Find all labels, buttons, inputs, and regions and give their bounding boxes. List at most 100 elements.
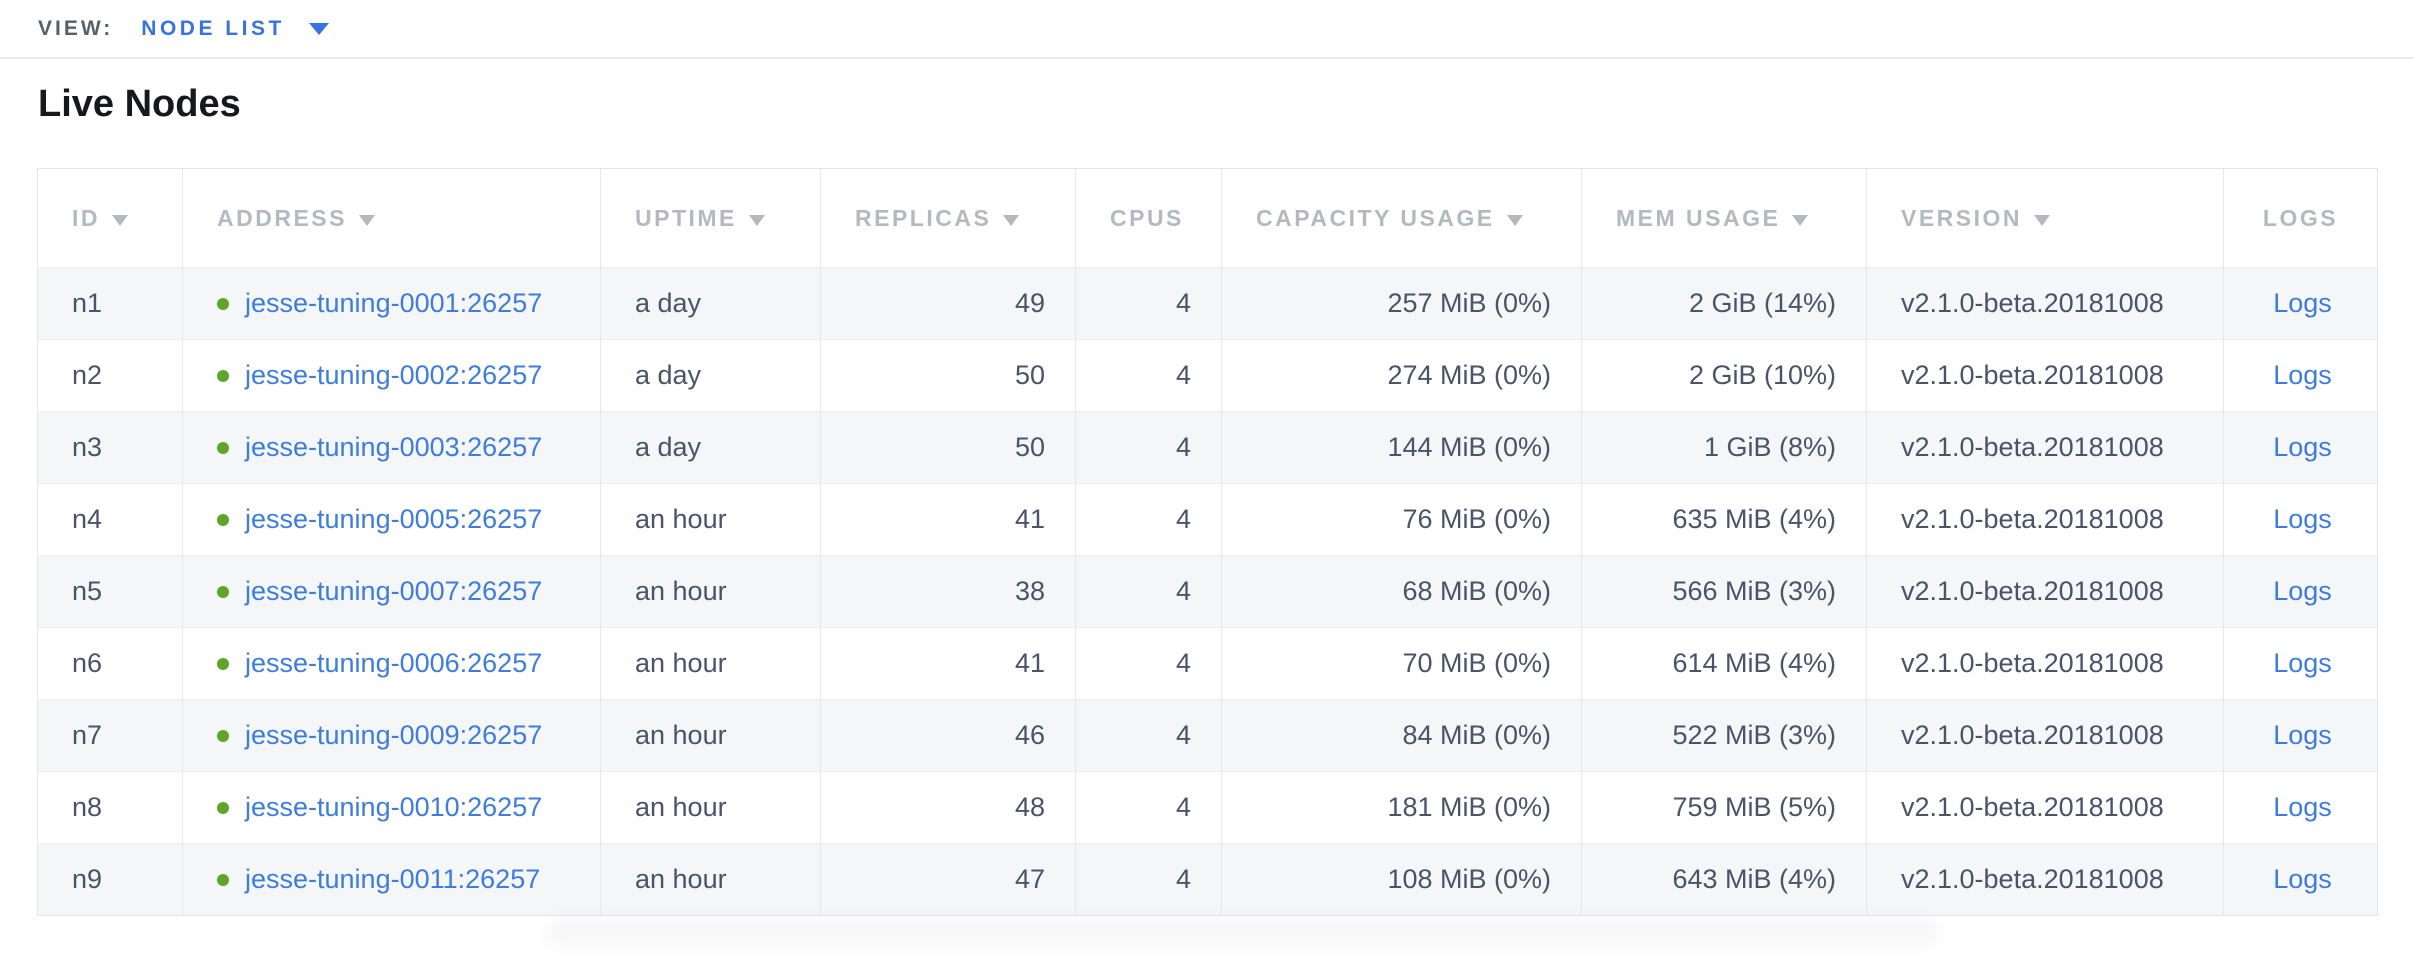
cell-id: n9 [38, 844, 183, 916]
cell-uptime: an hour [601, 844, 821, 916]
logs-link[interactable]: Logs [2273, 504, 2332, 534]
live-nodes-table: ID ADDRESS UPTIME REPLICAS CPUS CAPACITY USAG… [37, 168, 2378, 916]
cell-mem: 635 MiB (4%) [1582, 484, 1867, 556]
address-link[interactable]: jesse-tuning-0005:26257 [245, 504, 542, 534]
cell-cpus: 4 [1076, 700, 1222, 772]
cell-cpus: 4 [1076, 772, 1222, 844]
cell-id: n2 [38, 340, 183, 412]
logs-link[interactable]: Logs [2273, 432, 2332, 462]
column-header-uptime[interactable]: UPTIME [601, 169, 821, 268]
cell-id: n1 [38, 268, 183, 340]
logs-link[interactable]: Logs [2273, 648, 2332, 678]
column-header-version[interactable]: VERSION [1867, 169, 2224, 268]
address-link[interactable]: jesse-tuning-0007:26257 [245, 576, 542, 606]
column-header-label: VERSION [1901, 205, 2022, 231]
cell-cpus: 4 [1076, 484, 1222, 556]
cell-version: v2.1.0-beta.20181008 [1867, 412, 2224, 484]
sort-arrow-icon [749, 215, 765, 226]
column-header-capacity[interactable]: CAPACITY USAGE [1222, 169, 1582, 268]
logs-link[interactable]: Logs [2273, 792, 2332, 822]
cell-replicas: 50 [821, 340, 1076, 412]
table-row: n5jesse-tuning-0007:26257an hour38468 Mi… [38, 556, 2378, 628]
node-live-status-icon [217, 658, 229, 670]
cell-replicas: 47 [821, 844, 1076, 916]
cell-cpus: 4 [1076, 268, 1222, 340]
logs-link[interactable]: Logs [2273, 720, 2332, 750]
cell-logs: Logs [2224, 268, 2378, 340]
column-header-label: ADDRESS [217, 205, 347, 231]
cell-logs: Logs [2224, 484, 2378, 556]
cell-mem: 2 GiB (14%) [1582, 268, 1867, 340]
table-row: n8jesse-tuning-0010:26257an hour484181 M… [38, 772, 2378, 844]
cell-uptime: an hour [601, 556, 821, 628]
cell-logs: Logs [2224, 412, 2378, 484]
cell-version: v2.1.0-beta.20181008 [1867, 340, 2224, 412]
address-link[interactable]: jesse-tuning-0001:26257 [245, 288, 542, 318]
sort-arrow-icon [359, 215, 375, 226]
address-link[interactable]: jesse-tuning-0009:26257 [245, 720, 542, 750]
cell-capacity: 68 MiB (0%) [1222, 556, 1582, 628]
logs-link[interactable]: Logs [2273, 360, 2332, 390]
cell-cpus: 4 [1076, 844, 1222, 916]
logs-link[interactable]: Logs [2273, 576, 2332, 606]
cell-capacity: 257 MiB (0%) [1222, 268, 1582, 340]
address-link[interactable]: jesse-tuning-0002:26257 [245, 360, 542, 390]
table-header-row: ID ADDRESS UPTIME REPLICAS CPUS CAPACITY USAG… [38, 169, 2378, 268]
view-bar: VIEW: NODE LIST [0, 0, 2414, 59]
cell-replicas: 41 [821, 628, 1076, 700]
column-header-label: REPLICAS [855, 205, 991, 231]
scroll-shadow [545, 920, 1940, 954]
cell-version: v2.1.0-beta.20181008 [1867, 628, 2224, 700]
cell-uptime: a day [601, 268, 821, 340]
page-title: Live Nodes [0, 59, 2414, 127]
cell-logs: Logs [2224, 700, 2378, 772]
table-row: n2jesse-tuning-0002:26257a day504274 MiB… [38, 340, 2378, 412]
cell-version: v2.1.0-beta.20181008 [1867, 700, 2224, 772]
column-header-replicas[interactable]: REPLICAS [821, 169, 1076, 268]
cell-id: n3 [38, 412, 183, 484]
column-header-label: CPUS [1110, 205, 1184, 231]
logs-link[interactable]: Logs [2273, 288, 2332, 318]
cell-logs: Logs [2224, 772, 2378, 844]
view-label: VIEW: [38, 17, 113, 41]
column-header-label: LOGS [2263, 205, 2338, 231]
cell-replicas: 38 [821, 556, 1076, 628]
address-link[interactable]: jesse-tuning-0003:26257 [245, 432, 542, 462]
node-live-status-icon [217, 802, 229, 814]
address-link[interactable]: jesse-tuning-0011:26257 [245, 864, 540, 894]
column-header-label: CAPACITY USAGE [1256, 205, 1495, 231]
cell-capacity: 76 MiB (0%) [1222, 484, 1582, 556]
cell-address: jesse-tuning-0009:26257 [183, 700, 601, 772]
table-row: n3jesse-tuning-0003:26257a day504144 MiB… [38, 412, 2378, 484]
logs-link[interactable]: Logs [2273, 864, 2332, 894]
column-header-address[interactable]: ADDRESS [183, 169, 601, 268]
cell-uptime: an hour [601, 700, 821, 772]
sort-arrow-icon [1507, 215, 1523, 226]
table-row: n4jesse-tuning-0005:26257an hour41476 Mi… [38, 484, 2378, 556]
cell-cpus: 4 [1076, 412, 1222, 484]
cell-uptime: an hour [601, 772, 821, 844]
cell-logs: Logs [2224, 556, 2378, 628]
cell-mem: 2 GiB (10%) [1582, 340, 1867, 412]
table-row: n7jesse-tuning-0009:26257an hour46484 Mi… [38, 700, 2378, 772]
column-header-mem[interactable]: MEM USAGE [1582, 169, 1867, 268]
node-live-status-icon [217, 586, 229, 598]
cell-id: n7 [38, 700, 183, 772]
cell-version: v2.1.0-beta.20181008 [1867, 484, 2224, 556]
sort-arrow-icon [2034, 215, 2050, 226]
cell-id: n4 [38, 484, 183, 556]
column-header-id[interactable]: ID [38, 169, 183, 268]
cell-uptime: a day [601, 340, 821, 412]
sort-arrow-icon [1792, 215, 1808, 226]
cell-mem: 522 MiB (3%) [1582, 700, 1867, 772]
cell-capacity: 274 MiB (0%) [1222, 340, 1582, 412]
column-header-label: ID [72, 205, 100, 231]
view-selector[interactable]: NODE LIST [141, 17, 329, 41]
cell-logs: Logs [2224, 844, 2378, 916]
cell-cpus: 4 [1076, 556, 1222, 628]
cell-logs: Logs [2224, 340, 2378, 412]
column-header-label: MEM USAGE [1616, 205, 1780, 231]
node-live-status-icon [217, 370, 229, 382]
address-link[interactable]: jesse-tuning-0010:26257 [245, 792, 542, 822]
address-link[interactable]: jesse-tuning-0006:26257 [245, 648, 542, 678]
